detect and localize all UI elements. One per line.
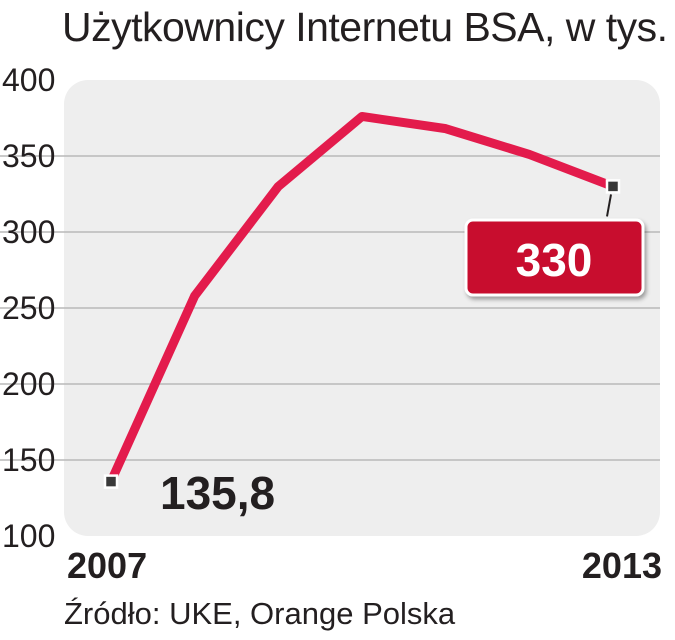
- annotation-label-start: 135,8: [160, 467, 275, 519]
- series-line: [106, 111, 618, 487]
- x-tick-label: 2013: [582, 545, 662, 586]
- x-axis-ticks: 2007 2013: [67, 545, 662, 586]
- y-tick-label: 250: [2, 290, 55, 326]
- endpoint-marker: [103, 474, 119, 489]
- endpoint-marker: [605, 179, 621, 194]
- y-axis-ticks: 400 350 300 250 200 150 100: [2, 62, 55, 554]
- y-tick-label: 350: [2, 138, 55, 174]
- chart-title: Użytkownicy Internetu BSA, w tys.: [62, 4, 668, 50]
- x-tick-label: 2007: [67, 545, 147, 586]
- annotation-box: [464, 218, 645, 297]
- y-tick-label: 400: [2, 62, 55, 98]
- y-tick-label: 300: [2, 214, 55, 250]
- annotations-layer: 135,8 330: [160, 194, 645, 519]
- annotation-leader-line: [606, 194, 612, 217]
- annotation-label-end: 330: [516, 234, 593, 286]
- series-layer: [103, 111, 621, 489]
- y-tick-label: 100: [2, 518, 55, 554]
- y-tick-label: 200: [2, 366, 55, 402]
- source-note: Źródło: UKE, Orange Polska: [64, 596, 456, 631]
- y-tick-label: 150: [2, 442, 55, 478]
